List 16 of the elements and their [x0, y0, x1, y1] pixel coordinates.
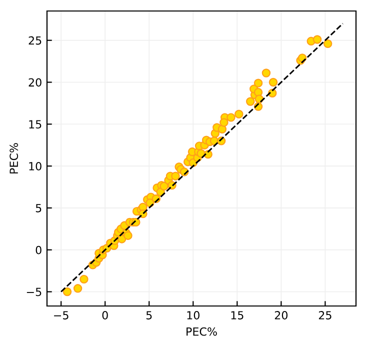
x-tick-label: 25 — [318, 311, 332, 320]
y-axis-title: PEC% — [10, 143, 18, 174]
x-tick-label: 0 — [102, 311, 108, 320]
y-tick-label: 20 — [28, 78, 42, 87]
x-tick-label: −5 — [54, 311, 68, 320]
y-tick-label: 25 — [28, 36, 42, 45]
y-tick-label: 5 — [36, 204, 42, 212]
x-tick-label: 10 — [187, 311, 200, 320]
y-tick-label: −5 — [26, 288, 42, 296]
y-tick-label: 0 — [36, 246, 42, 254]
x-axis-title: PEC% — [186, 327, 217, 336]
y-tick-label: 10 — [29, 162, 42, 170]
x-tick-label: 20 — [274, 311, 288, 320]
x-tick-label: 15 — [231, 311, 244, 320]
x-tick-label: 5 — [146, 311, 152, 320]
y-tick-label: 15 — [29, 120, 42, 129]
